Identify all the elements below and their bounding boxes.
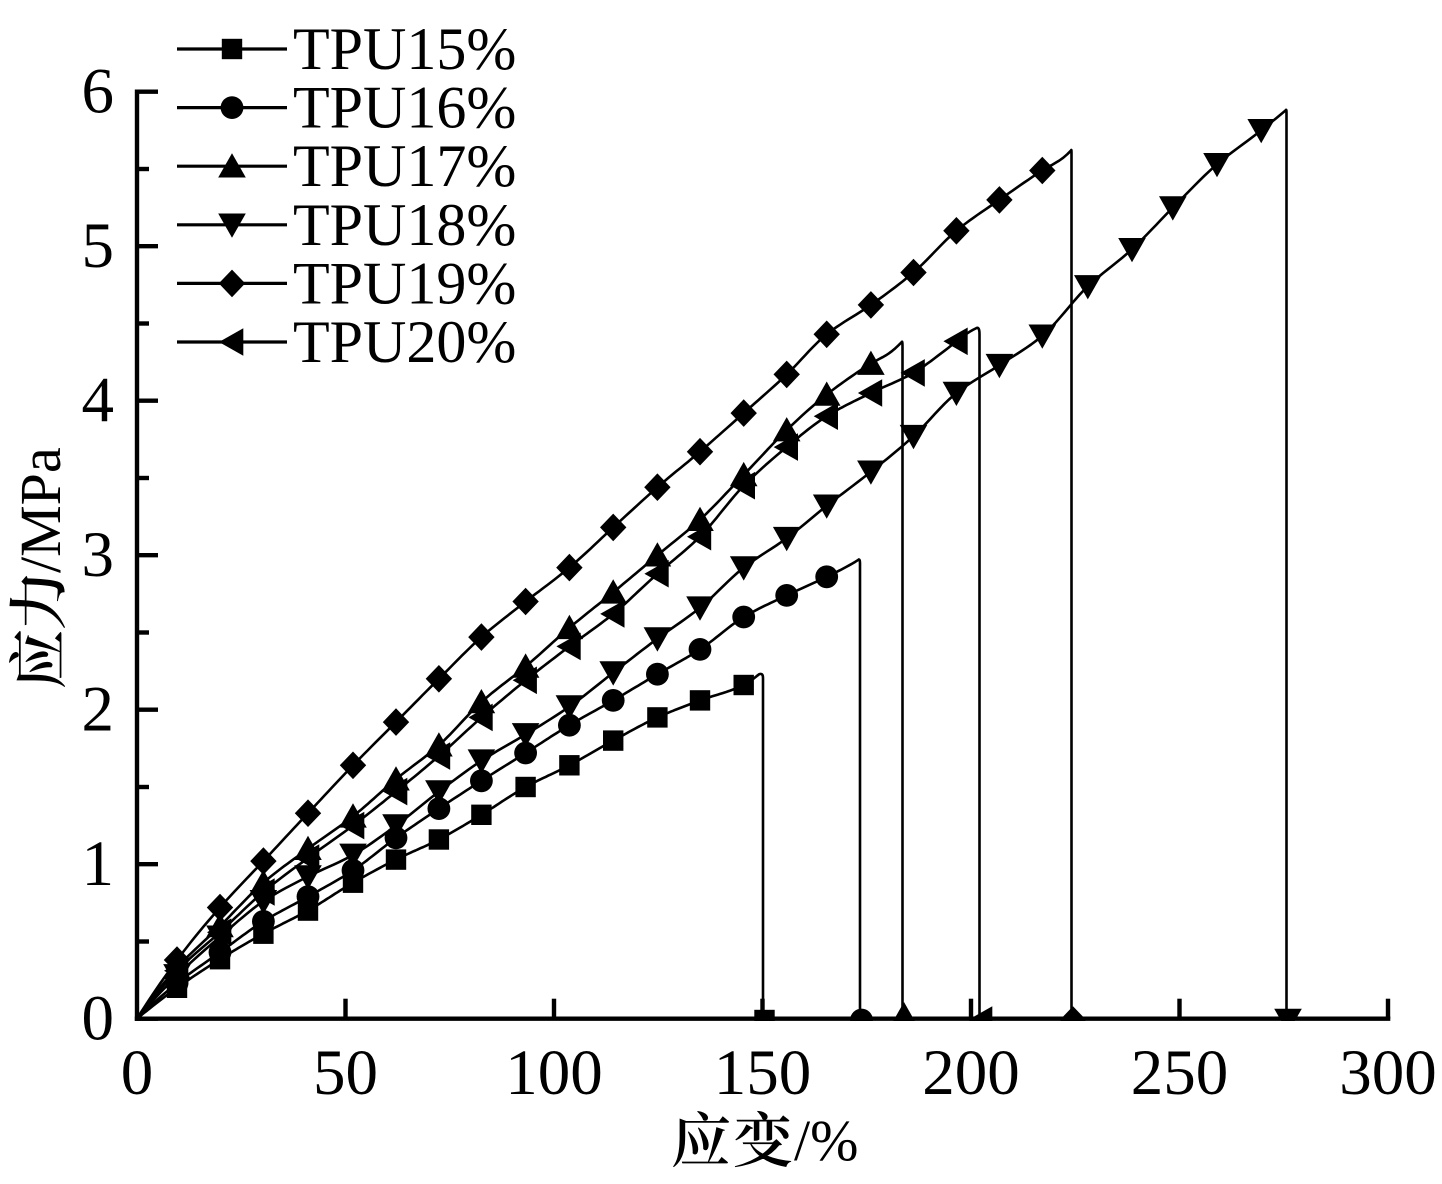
svg-text:0: 0	[82, 983, 115, 1055]
svg-text:50: 50	[313, 1037, 378, 1109]
svg-text:5: 5	[82, 210, 115, 282]
svg-text:/MPa: /MPa	[8, 447, 73, 573]
svg-text:2: 2	[82, 674, 115, 746]
svg-text:3: 3	[82, 519, 115, 591]
svg-text:0: 0	[121, 1037, 154, 1109]
svg-text:300: 300	[1339, 1037, 1437, 1109]
svg-text:1: 1	[82, 828, 115, 900]
svg-text:TPU17%: TPU17%	[293, 133, 516, 199]
svg-text:250: 250	[1131, 1037, 1229, 1109]
svg-text:6: 6	[82, 56, 115, 128]
svg-text:/%: /%	[794, 1108, 858, 1173]
svg-text:TPU18%: TPU18%	[293, 192, 516, 258]
svg-text:200: 200	[922, 1037, 1020, 1109]
svg-text:TPU15%: TPU15%	[293, 16, 516, 82]
svg-text:150: 150	[714, 1037, 812, 1109]
svg-text:TPU20%: TPU20%	[293, 309, 516, 375]
svg-text:100: 100	[505, 1037, 603, 1109]
svg-text:4: 4	[82, 365, 115, 437]
svg-text:TPU19%: TPU19%	[293, 250, 516, 316]
svg-text:TPU16%: TPU16%	[293, 75, 516, 141]
